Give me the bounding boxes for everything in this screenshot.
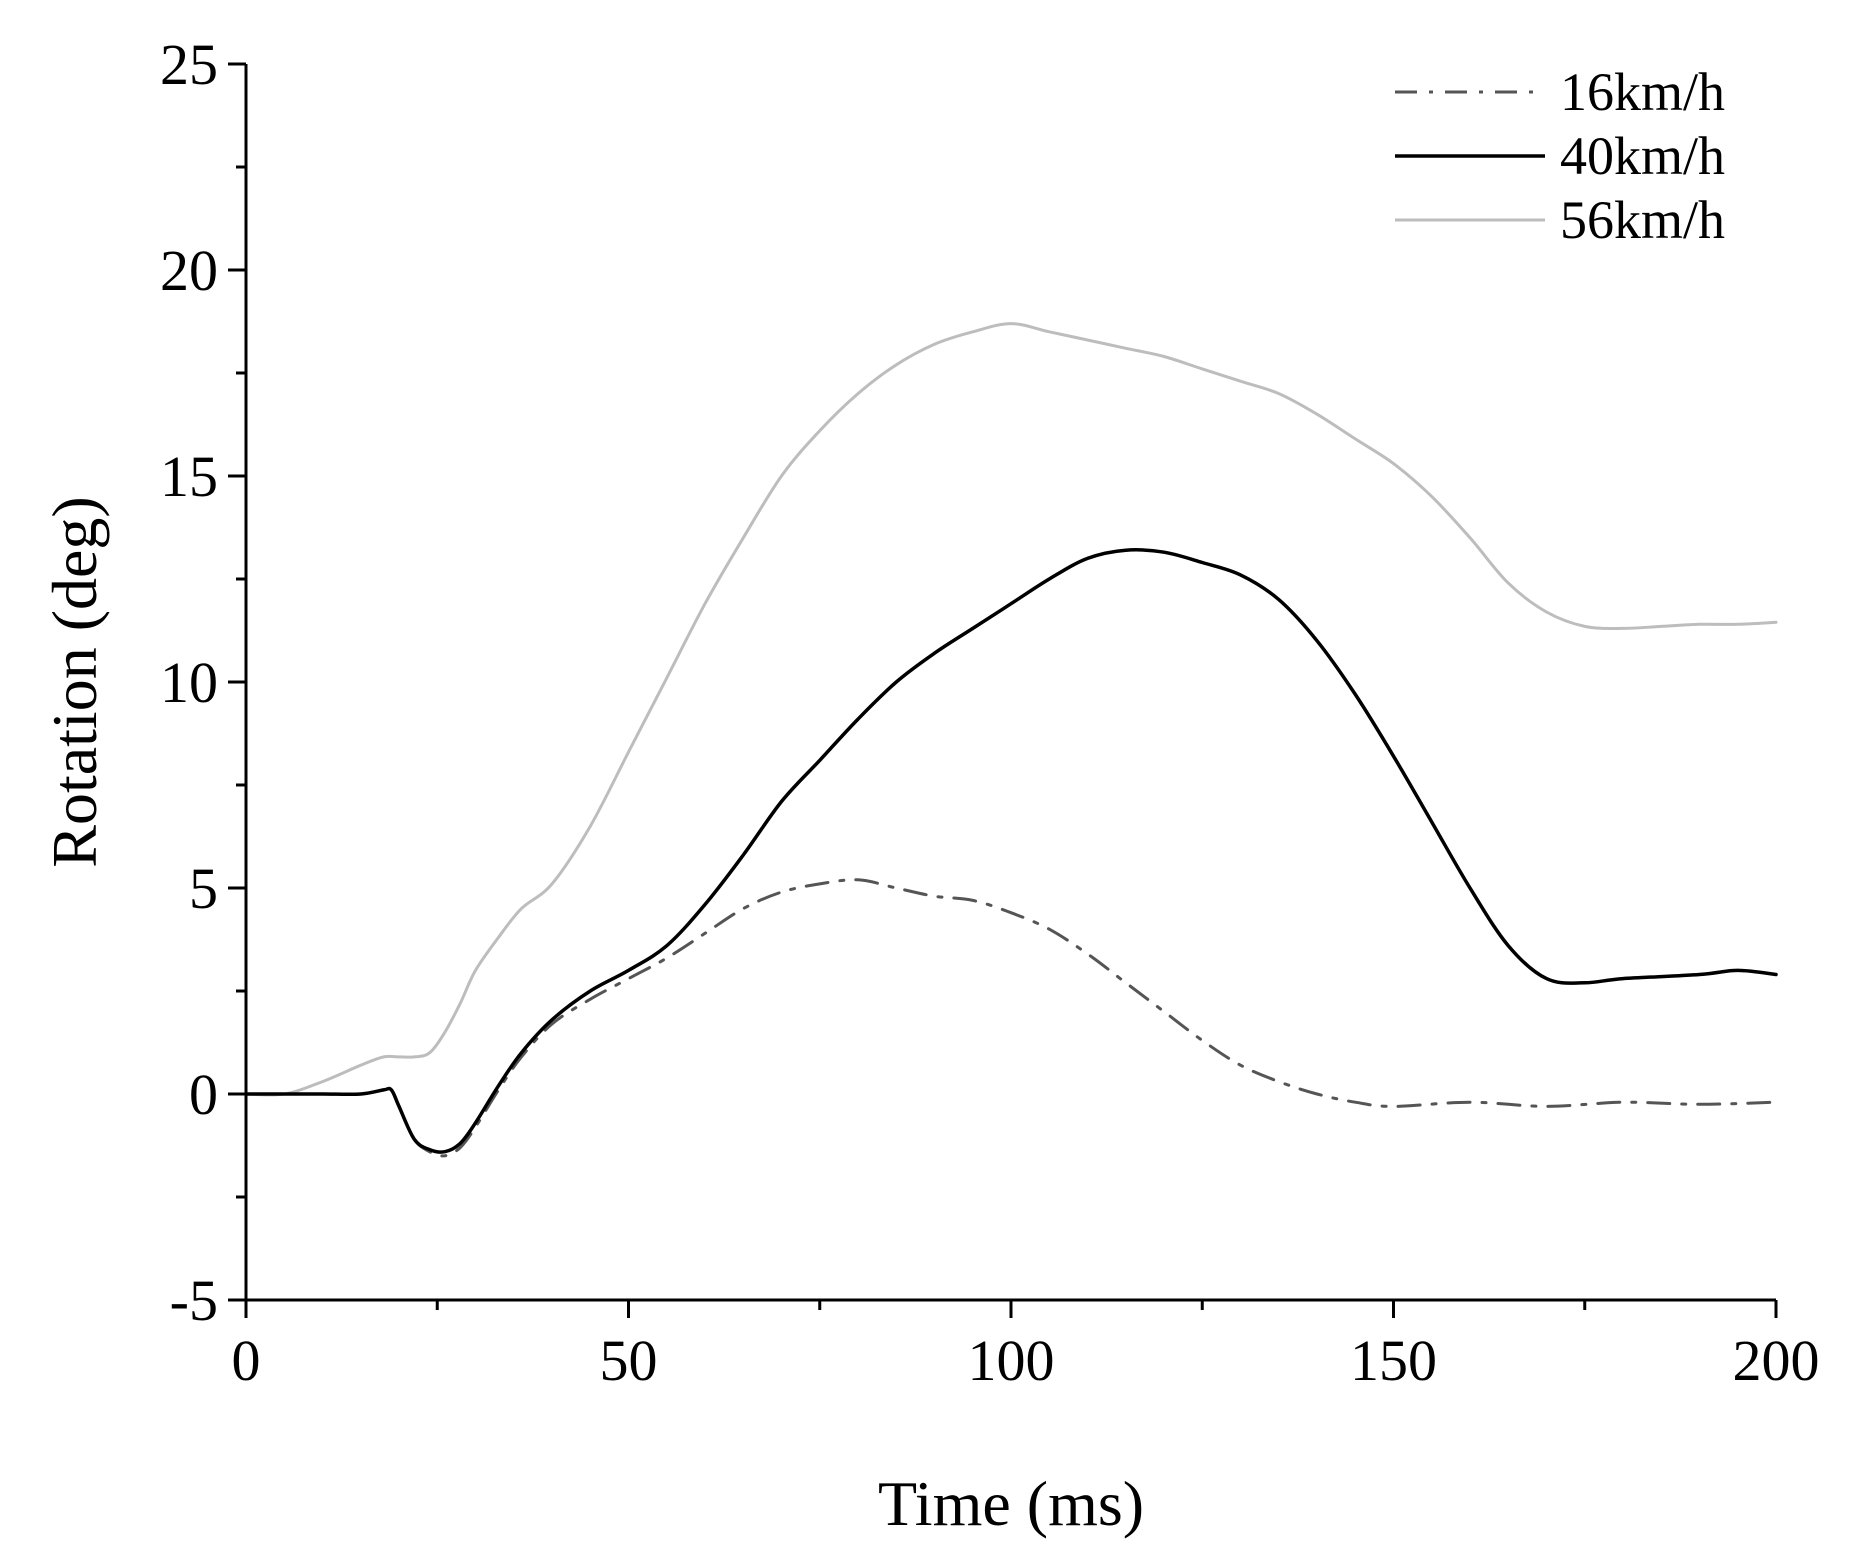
x-tick-label: 50 — [600, 1328, 658, 1393]
y-tick-label: 10 — [160, 650, 218, 715]
y-tick-label: 15 — [160, 444, 218, 509]
legend-label: 16km/h — [1560, 62, 1725, 122]
ticks — [228, 62, 1778, 1318]
x-tick-label: 0 — [232, 1328, 261, 1393]
y-tick-label: 20 — [160, 238, 218, 303]
axes — [244, 64, 1776, 1302]
x-axis-title: Time (ms) — [878, 1468, 1144, 1539]
legend-label: 40km/h — [1560, 126, 1725, 186]
y-tick-label: 0 — [189, 1062, 218, 1127]
x-tick-label: 100 — [968, 1328, 1055, 1393]
series-line-40km-h — [244, 548, 1778, 1154]
y-tick-label: -5 — [170, 1268, 218, 1333]
x-tick-label: 200 — [1733, 1328, 1820, 1393]
plot-series — [244, 322, 1778, 1158]
y-axis-title: Rotation (deg) — [39, 496, 110, 867]
legend-label: 56km/h — [1560, 190, 1725, 250]
y-tick-label: 25 — [160, 32, 218, 97]
series-line-16km-h — [244, 878, 1778, 1158]
series-line-56km-h — [244, 322, 1778, 1097]
y-tick-label: 5 — [189, 856, 218, 921]
x-tick-label: 150 — [1350, 1328, 1437, 1393]
